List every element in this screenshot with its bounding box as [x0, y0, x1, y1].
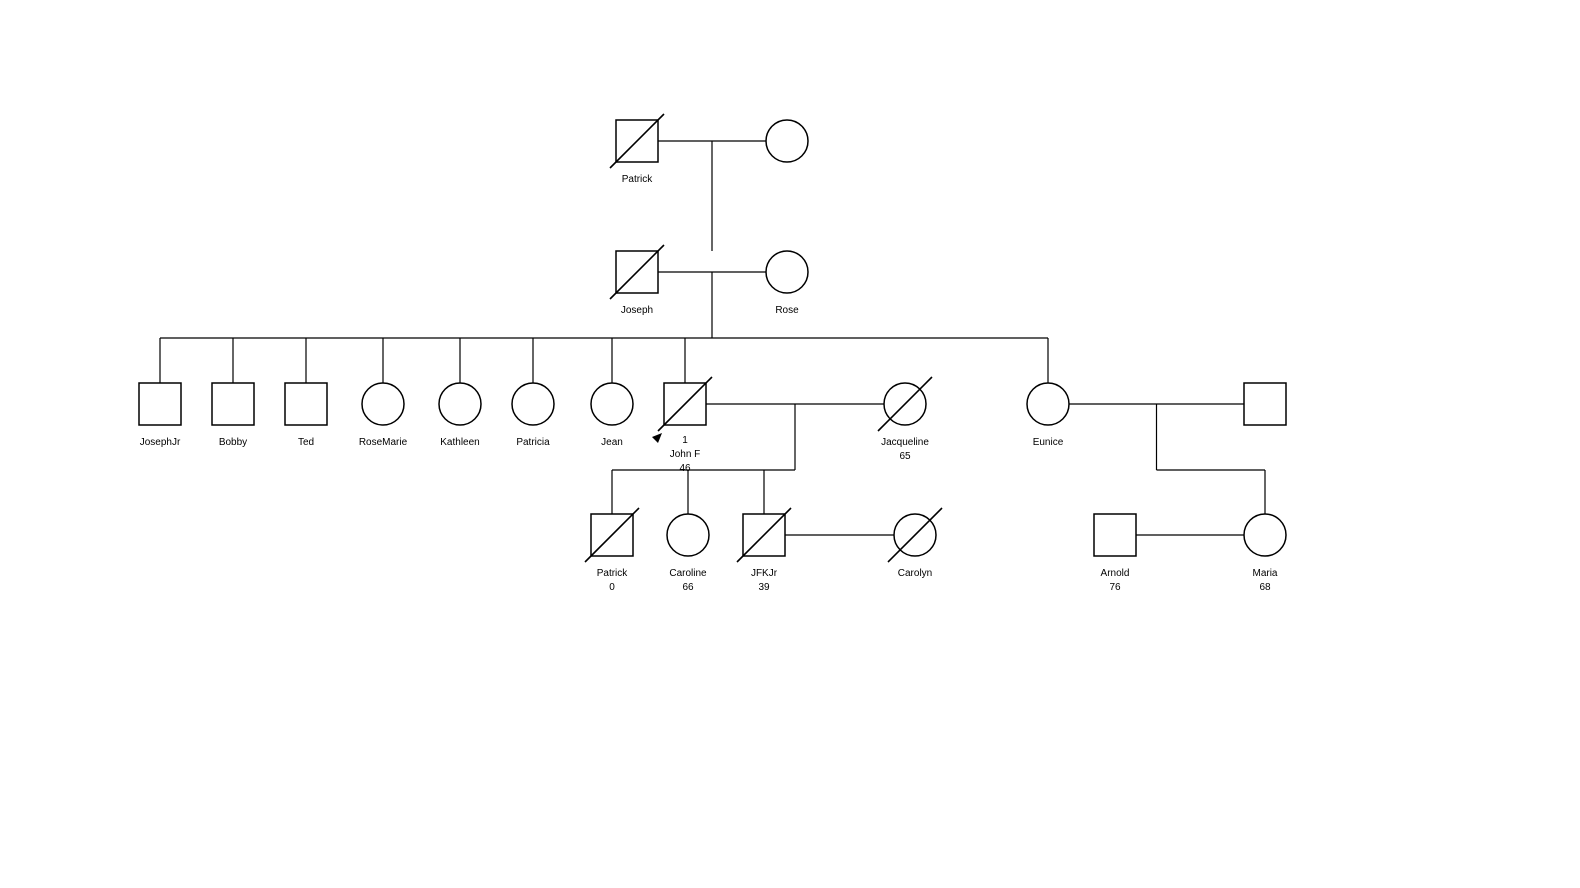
node-label: John F	[670, 449, 701, 460]
pedigree-node-g0f	[766, 120, 808, 162]
proband-arrow-icon	[652, 433, 662, 443]
pedigree-node-bobby	[212, 383, 254, 425]
node-label: Bobby	[219, 437, 247, 448]
node-label: Rose	[775, 305, 799, 316]
pedigree-node-patrick2	[585, 508, 639, 562]
pedigree-node-rosemarie	[362, 383, 404, 425]
node-sublabel-bot: 39	[758, 582, 770, 593]
node-sublabel-bot: 65	[899, 451, 911, 462]
pedigree-node-maria	[1244, 514, 1286, 556]
node-label: Joseph	[621, 305, 653, 316]
node-sublabel-top: 1	[682, 435, 688, 446]
node-label: Arnold	[1101, 568, 1130, 579]
pedigree-node-ted	[285, 383, 327, 425]
pedigree-node-jacqueline	[878, 377, 932, 431]
node-label: Jacqueline	[881, 437, 929, 448]
node-label: JosephJr	[140, 437, 181, 448]
edges	[160, 141, 1265, 535]
node-label: Patrick	[597, 568, 629, 579]
pedigree-node-carolyn	[888, 508, 942, 562]
node-label: Carolyn	[898, 568, 932, 579]
node-label: Eunice	[1033, 437, 1064, 448]
node-label: JFKJr	[751, 568, 778, 579]
pedigree-node-joseph	[610, 245, 664, 299]
pedigree-node-kathleen	[439, 383, 481, 425]
pedigree-node-patricia	[512, 383, 554, 425]
node-label: Kathleen	[440, 437, 479, 448]
node-label: Maria	[1252, 568, 1277, 579]
pedigree-node-johnf	[652, 377, 712, 443]
pedigree-node-rose	[766, 251, 808, 293]
node-label: RoseMarie	[359, 437, 408, 448]
node-sublabel-bot: 76	[1109, 582, 1121, 593]
pedigree-node-arnold	[1094, 514, 1136, 556]
pedigree-node-jfkjr	[737, 508, 791, 562]
node-label: Caroline	[669, 568, 707, 579]
pedigree-node-eunice_sp	[1244, 383, 1286, 425]
node-sublabel-bot: 68	[1259, 582, 1271, 593]
node-sublabel-bot: 46	[679, 463, 691, 474]
pedigree-node-eunice	[1027, 383, 1069, 425]
pedigree-node-josephjr	[139, 383, 181, 425]
node-label: Jean	[601, 437, 623, 448]
node-label: Ted	[298, 437, 314, 448]
node-label: Patricia	[516, 437, 550, 448]
pedigree-node-jean	[591, 383, 633, 425]
node-label: Patrick	[622, 174, 654, 185]
pedigree-diagram: Patrick Joseph Rose JosephJr Bobby Ted RoseMar…	[0, 0, 1580, 888]
pedigree-node-caroline	[667, 514, 709, 556]
pedigree-node-g0m	[610, 114, 664, 168]
node-sublabel-bot: 0	[609, 582, 615, 593]
node-sublabel-bot: 66	[682, 582, 694, 593]
